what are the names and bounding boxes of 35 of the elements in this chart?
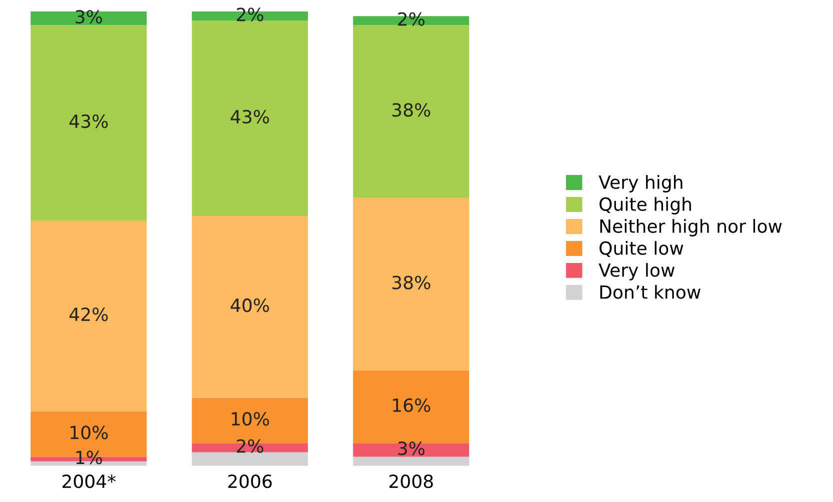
data-label: 2% xyxy=(236,439,264,453)
bar xyxy=(353,443,470,457)
bar xyxy=(353,456,470,466)
legend-label: Don’t know xyxy=(600,284,700,299)
bar xyxy=(30,220,147,412)
data-label: 43% xyxy=(69,114,108,128)
bar xyxy=(353,370,470,444)
data-label: 3% xyxy=(76,10,102,24)
bar xyxy=(192,20,308,216)
data-label: 40% xyxy=(230,298,269,312)
x-tick-label: 2004* xyxy=(62,474,116,488)
bar xyxy=(353,25,470,198)
x-tick-label: 2008 xyxy=(389,474,433,488)
bar xyxy=(192,216,308,398)
legend-label: Quite low xyxy=(600,240,684,258)
data-label: 1% xyxy=(76,450,102,464)
data-label: 2% xyxy=(398,12,424,26)
x-tick-label: 2006 xyxy=(228,474,272,488)
bar xyxy=(30,12,147,26)
data-label: 42% xyxy=(69,308,108,322)
legend-label: Neither high nor low xyxy=(600,218,782,236)
bar xyxy=(192,452,308,466)
data-label: 2% xyxy=(236,8,264,22)
data-label: 43% xyxy=(230,110,269,124)
data-label: 38% xyxy=(392,276,430,290)
bar xyxy=(30,25,147,221)
data-label: 38% xyxy=(392,103,430,117)
data-label: 10% xyxy=(70,426,108,440)
data-label: 3% xyxy=(398,442,424,456)
legend-label: Very low xyxy=(598,262,675,280)
legend-label: Quite high xyxy=(600,196,691,214)
legend-label: Very high xyxy=(598,174,682,192)
bar xyxy=(353,198,470,370)
data-label: 10% xyxy=(232,412,269,426)
data-label: 16% xyxy=(393,398,430,412)
